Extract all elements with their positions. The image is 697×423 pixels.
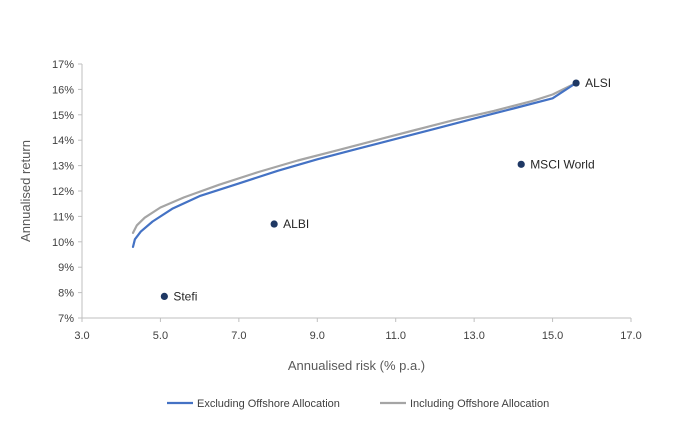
y-tick-label: 11% — [53, 211, 74, 223]
x-tick-label: 11.0 — [385, 330, 406, 342]
y-tick-label: 8% — [58, 288, 74, 300]
data-point — [270, 220, 278, 228]
x-tick-label: 17.0 — [620, 330, 641, 342]
x-tick-label: 7.0 — [231, 330, 246, 342]
x-tick-label: 3.0 — [74, 330, 89, 342]
y-tick-label: 14% — [52, 135, 74, 147]
x-tick-label: 13.0 — [463, 330, 484, 342]
data-point-label: ALBI — [283, 217, 309, 231]
data-point-label: Stefi — [173, 289, 197, 303]
x-tick-label: 5.0 — [153, 330, 168, 342]
legend: Excluding Offshore Allocation Including O… — [167, 398, 549, 410]
y-tick-label: 15% — [52, 110, 74, 122]
x-axis-title: Annualised risk (% p.a.) — [288, 358, 425, 373]
y-tick-label: 7% — [58, 313, 74, 325]
data-point-label: MSCI World — [530, 157, 594, 171]
series-line — [131, 81, 578, 234]
y-tick-label: 9% — [58, 262, 74, 274]
y-tick-label: 10% — [52, 237, 74, 249]
y-axis-ticks: 7% 8% 9% 10% 11% 12% 13% 14% 15% 16% 17% — [52, 59, 82, 325]
series-line — [131, 81, 578, 248]
x-axis-ticks: 3.0 5.0 7.0 9.0 11.0 13.0 15.0 17.0 — [74, 318, 642, 342]
y-tick-label: 12% — [52, 186, 74, 198]
data-point — [572, 79, 580, 87]
data-point — [160, 292, 168, 301]
data-point — [517, 160, 525, 168]
data-point-label: ALSI — [585, 76, 611, 90]
x-tick-label: 15.0 — [542, 330, 563, 342]
legend-label: Excluding Offshore Allocation — [197, 398, 340, 410]
x-tick-label: 9.0 — [310, 330, 325, 342]
series-lines — [131, 81, 578, 248]
y-tick-label: 17% — [52, 59, 74, 71]
y-tick-label: 13% — [52, 161, 74, 173]
data-points: ALSI MSCI World ALBI Stefi — [160, 76, 611, 303]
y-axis-title: Annualised return — [18, 140, 33, 242]
legend-label: Including Offshore Allocation — [410, 398, 549, 410]
y-tick-label: 16% — [52, 84, 74, 96]
